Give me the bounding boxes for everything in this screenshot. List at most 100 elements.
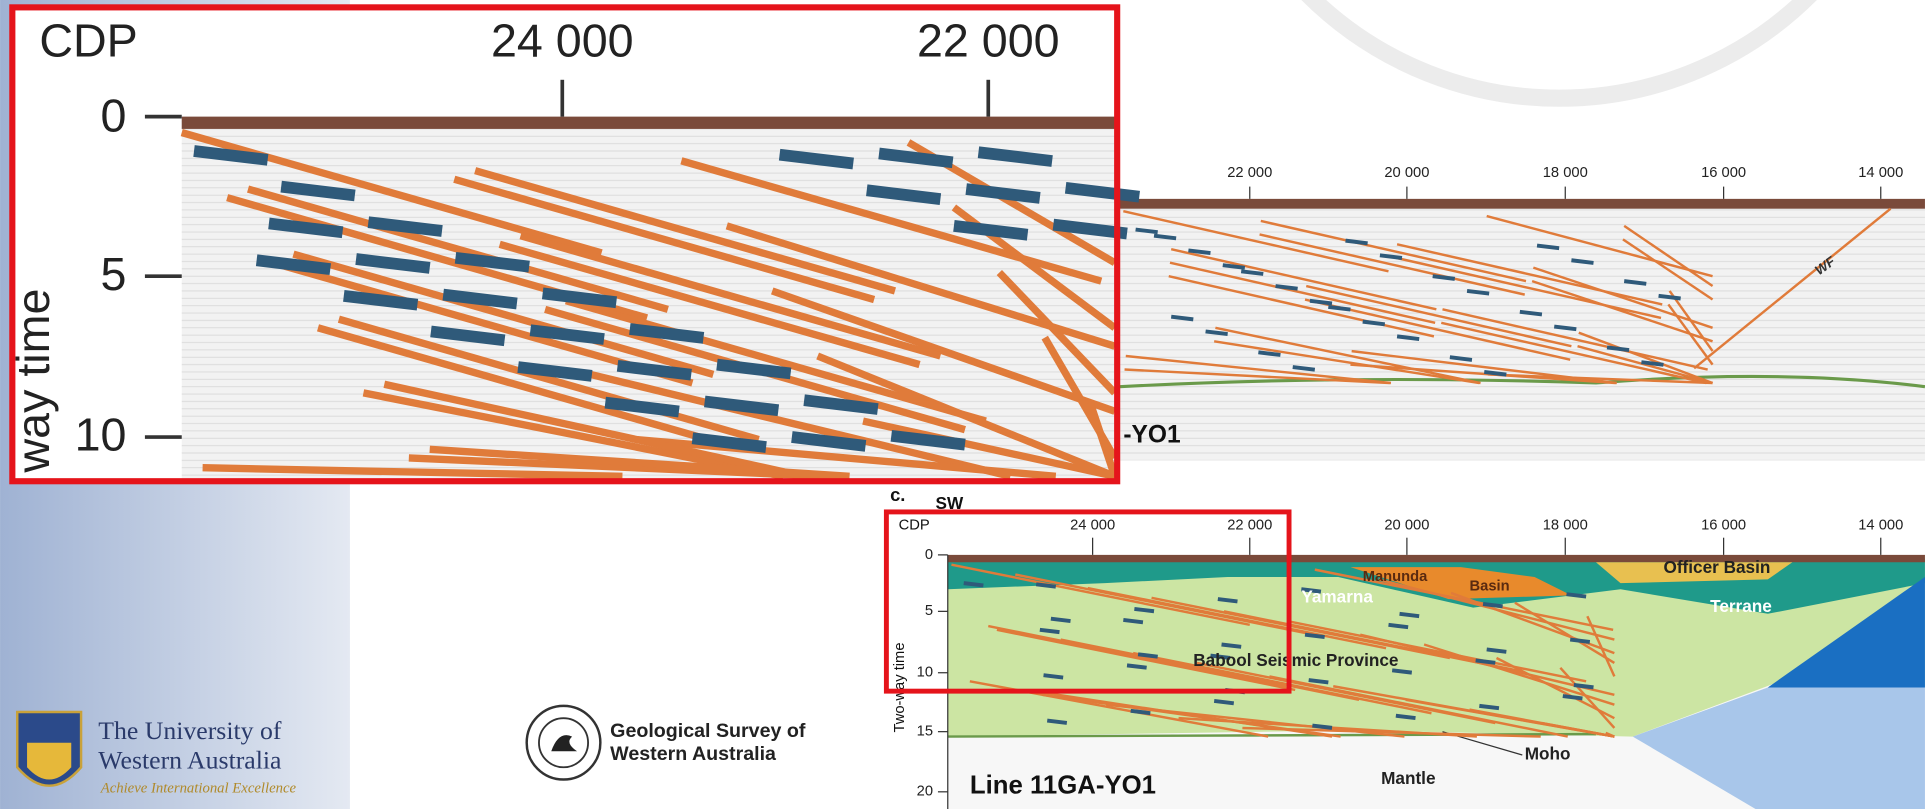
surface-band <box>948 555 1925 562</box>
surface-band <box>1120 199 1925 209</box>
x-tick-label: 22 000 <box>1227 517 1272 533</box>
reflector <box>1433 276 1455 279</box>
reflector <box>1574 685 1594 687</box>
reflector <box>1467 291 1489 294</box>
reflector <box>1134 609 1154 611</box>
x-tick-label: 20 000 <box>1384 165 1429 181</box>
surface-band <box>182 117 1117 129</box>
reflector <box>1044 675 1064 677</box>
reflector <box>1483 604 1503 606</box>
reflector <box>1520 312 1542 315</box>
reflector <box>1040 630 1060 632</box>
label: Terrane <box>1710 596 1772 616</box>
reflector <box>1400 614 1420 616</box>
reflector <box>1659 296 1681 299</box>
reflector <box>1171 317 1193 320</box>
uwa-name: The University of <box>98 716 282 745</box>
reflector <box>1392 670 1412 672</box>
reflector <box>1346 241 1368 244</box>
reflector <box>1450 357 1472 360</box>
y-tick-label: 20 <box>917 784 933 800</box>
reflector <box>1476 660 1496 662</box>
x-tick-label: 22 000 <box>917 15 1060 67</box>
x-tick-label: 14 000 <box>1858 517 1903 533</box>
uwa-logo: The University of Western Australia Achi… <box>17 712 296 797</box>
reflector <box>964 583 984 585</box>
y-tick-label: 10 <box>917 665 933 681</box>
reflector <box>1222 644 1242 646</box>
y-title: Two-way time <box>892 642 908 732</box>
uwa-name: Western Australia <box>98 745 282 774</box>
reflector <box>1305 635 1325 637</box>
zoom-inset: CDP 24 000 22 000 0 5 10 way time -YO1 <box>7 7 1180 481</box>
background-circle <box>1203 0 1915 98</box>
reflector <box>1487 649 1507 651</box>
reflector <box>1554 327 1576 330</box>
y-tick-label: 5 <box>925 603 933 619</box>
label: Babool Seismic Province <box>1193 650 1398 670</box>
reflector <box>1136 230 1158 233</box>
x-tick-label: 18 000 <box>1543 517 1588 533</box>
x-tick-label: 16 000 <box>1701 165 1746 181</box>
gswa-logo: Geological Survey of Western Australia <box>527 706 806 780</box>
reflector <box>1123 620 1143 622</box>
reflector <box>1310 301 1332 304</box>
axis-title: CDP <box>39 15 137 67</box>
reflector <box>1363 322 1385 325</box>
gswa-name: Western Australia <box>610 743 777 765</box>
y-tick-label: 10 <box>75 409 127 461</box>
reflector <box>1537 246 1559 249</box>
x-tick-label: 18 000 <box>1543 165 1588 181</box>
reflector <box>1571 260 1593 263</box>
axis-title: CDP <box>899 517 930 533</box>
reflector <box>1312 726 1332 728</box>
y-tick-label: 5 <box>101 248 127 300</box>
label: Basin <box>1470 579 1510 595</box>
reflector <box>1131 711 1151 713</box>
label: Officer Basin <box>1663 557 1770 577</box>
y-tick-label: 0 <box>101 89 127 141</box>
x-tick-label: 22 000 <box>1227 165 1272 181</box>
reflector <box>1154 236 1176 239</box>
reflector <box>1138 654 1158 656</box>
label: Yamarna <box>1301 586 1373 606</box>
reflector <box>1570 640 1590 642</box>
label: Mantle <box>1381 768 1435 788</box>
reflector <box>1276 286 1298 289</box>
reflector <box>1241 271 1263 274</box>
line-name: Line 11GA-YO1 <box>970 772 1156 800</box>
reflector <box>1624 281 1646 284</box>
uwa-tagline: Achieve International Excellence <box>100 781 297 797</box>
x-tick-label: 20 000 <box>1384 517 1429 533</box>
reflector <box>1188 250 1210 253</box>
reflector <box>1127 665 1147 667</box>
reflector <box>1051 619 1071 621</box>
reflector <box>1380 255 1402 258</box>
reflector <box>1036 584 1056 586</box>
x-tick-label: 24 000 <box>1070 517 1115 533</box>
x-tick-label: 24 000 <box>491 15 634 67</box>
reflector <box>1479 706 1499 708</box>
reflector <box>1258 352 1280 355</box>
x-tick-label: 16 000 <box>1701 517 1746 533</box>
reflector <box>1223 265 1245 268</box>
line-fragment: -YO1 <box>1123 421 1180 448</box>
x-tick-label: 14 000 <box>1858 165 1903 181</box>
lower-section: 24 00022 00020 00018 00016 00014 0000510… <box>886 484 1925 809</box>
reflector <box>1328 307 1350 310</box>
reflector <box>1388 625 1408 627</box>
reflector <box>1214 701 1234 703</box>
reflector <box>1047 721 1067 723</box>
upper-section: WF 22 00020 00018 00016 00014 000 <box>1120 165 1925 460</box>
reflector <box>1566 594 1586 596</box>
reflector <box>1641 362 1663 365</box>
reflector <box>1206 331 1228 334</box>
reflector <box>1484 372 1506 375</box>
reflector <box>1563 696 1583 698</box>
reflector <box>1309 680 1329 682</box>
label: Manunda <box>1363 569 1428 585</box>
reflector <box>1218 599 1238 601</box>
slide: WF 22 00020 00018 00016 00014 000 24 000… <box>0 0 1925 809</box>
panel-label: c. <box>890 484 905 505</box>
reflector <box>1397 336 1419 339</box>
